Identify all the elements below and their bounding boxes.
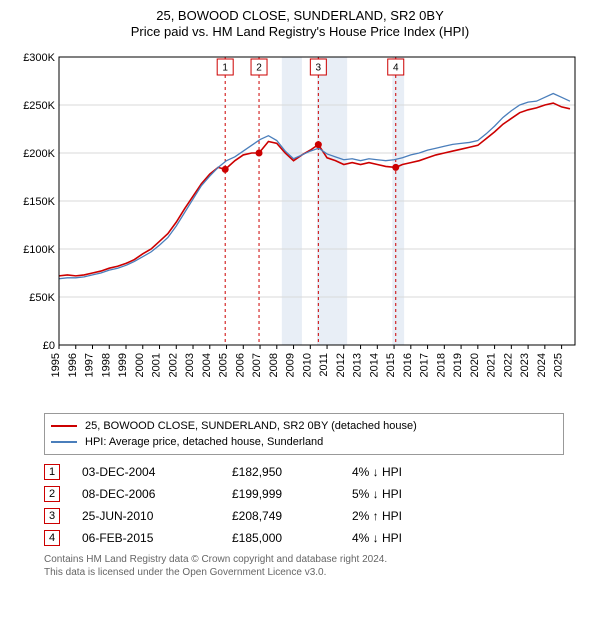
svg-text:2020: 2020 [469, 353, 481, 377]
svg-text:£100K: £100K [23, 244, 55, 256]
legend-swatch [51, 425, 77, 427]
transaction-table: 103-DEC-2004£182,9504% ↓ HPI208-DEC-2006… [44, 461, 564, 549]
chart-subtitle: Price paid vs. HM Land Registry's House … [10, 24, 590, 39]
transaction-marker: 2 [44, 486, 60, 502]
transaction-price: £199,999 [232, 487, 352, 501]
legend: 25, BOWOOD CLOSE, SUNDERLAND, SR2 0BY (d… [44, 413, 564, 455]
transaction-row: 2 08-DEC-2006£199,9995% ↓ HPI [44, 483, 564, 505]
transaction-row: 4 06-FEB-2015£185,0004% ↓ HPI [44, 527, 564, 549]
legend-swatch [51, 441, 77, 443]
transaction-delta: 5% ↓ HPI [352, 487, 492, 501]
attribution-footer: Contains HM Land Registry data © Crown c… [44, 553, 590, 579]
svg-text:2010: 2010 [301, 353, 313, 377]
svg-text:2006: 2006 [234, 353, 246, 377]
svg-text:2019: 2019 [452, 353, 464, 377]
transaction-delta: 4% ↓ HPI [352, 531, 492, 545]
svg-text:2018: 2018 [435, 353, 447, 377]
svg-text:2002: 2002 [167, 353, 179, 377]
transaction-date: 06-FEB-2015 [82, 531, 232, 545]
svg-text:2005: 2005 [218, 353, 230, 377]
svg-text:2008: 2008 [268, 353, 280, 377]
svg-text:2023: 2023 [519, 353, 531, 377]
svg-text:1999: 1999 [117, 353, 129, 377]
transaction-row: 3 25-JUN-2010£208,7492% ↑ HPI [44, 505, 564, 527]
svg-text:2017: 2017 [419, 353, 431, 377]
svg-text:2016: 2016 [402, 353, 414, 377]
transaction-row: 1 03-DEC-2004£182,9504% ↓ HPI [44, 461, 564, 483]
transaction-delta: 4% ↓ HPI [352, 465, 492, 479]
transaction-marker: 4 [44, 530, 60, 546]
svg-text:2004: 2004 [201, 353, 213, 377]
transaction-date: 03-DEC-2004 [82, 465, 232, 479]
transaction-marker: 1 [44, 464, 60, 480]
legend-label: 25, BOWOOD CLOSE, SUNDERLAND, SR2 0BY (d… [85, 418, 417, 434]
svg-text:£200K: £200K [23, 148, 55, 160]
svg-text:£150K: £150K [23, 196, 55, 208]
svg-text:£0: £0 [43, 340, 55, 352]
svg-text:2011: 2011 [318, 353, 330, 377]
svg-text:2013: 2013 [352, 353, 364, 377]
svg-text:2009: 2009 [285, 353, 297, 377]
svg-text:1997: 1997 [84, 353, 96, 377]
svg-text:1995: 1995 [50, 353, 62, 377]
svg-text:2024: 2024 [536, 353, 548, 377]
transaction-delta: 2% ↑ HPI [352, 509, 492, 523]
chart-svg: £0 £50K £100K £150K £200K £250K £300K 1 2 3 4 1995 1… [15, 45, 585, 405]
svg-text:£50K: £50K [29, 292, 55, 304]
chart-area: £0 £50K £100K £150K £200K £250K £300K 1 2 3 4 1995 1… [15, 45, 585, 405]
svg-text:1996: 1996 [67, 353, 79, 377]
svg-text:2001: 2001 [151, 353, 163, 377]
svg-text:1998: 1998 [100, 353, 112, 377]
svg-text:2015: 2015 [385, 353, 397, 377]
footer-line: Contains HM Land Registry data © Crown c… [44, 553, 590, 566]
legend-item: 25, BOWOOD CLOSE, SUNDERLAND, SR2 0BY (d… [51, 418, 557, 434]
chart-title: 25, BOWOOD CLOSE, SUNDERLAND, SR2 0BY [10, 8, 590, 23]
transaction-date: 08-DEC-2006 [82, 487, 232, 501]
transaction-price: £182,950 [232, 465, 352, 479]
transaction-date: 25-JUN-2010 [82, 509, 232, 523]
svg-text:2012: 2012 [335, 353, 347, 377]
svg-text:2003: 2003 [184, 353, 196, 377]
legend-label: HPI: Average price, detached house, Sund… [85, 434, 323, 450]
svg-text:1: 1 [222, 63, 228, 74]
svg-text:3: 3 [316, 63, 322, 74]
legend-item: HPI: Average price, detached house, Sund… [51, 434, 557, 450]
svg-text:2007: 2007 [251, 353, 263, 377]
svg-text:2000: 2000 [134, 353, 146, 377]
svg-text:2025: 2025 [553, 353, 565, 377]
transaction-price: £185,000 [232, 531, 352, 545]
transaction-price: £208,749 [232, 509, 352, 523]
svg-text:2022: 2022 [502, 353, 514, 377]
svg-text:2: 2 [256, 63, 262, 74]
svg-text:2021: 2021 [486, 353, 498, 377]
svg-text:2014: 2014 [368, 353, 380, 377]
chart-container: 25, BOWOOD CLOSE, SUNDERLAND, SR2 0BY Pr… [0, 0, 600, 587]
svg-text:£250K: £250K [23, 100, 55, 112]
footer-line: This data is licensed under the Open Gov… [44, 566, 590, 579]
svg-text:4: 4 [393, 63, 399, 74]
svg-text:£300K: £300K [23, 52, 55, 64]
transaction-marker: 3 [44, 508, 60, 524]
